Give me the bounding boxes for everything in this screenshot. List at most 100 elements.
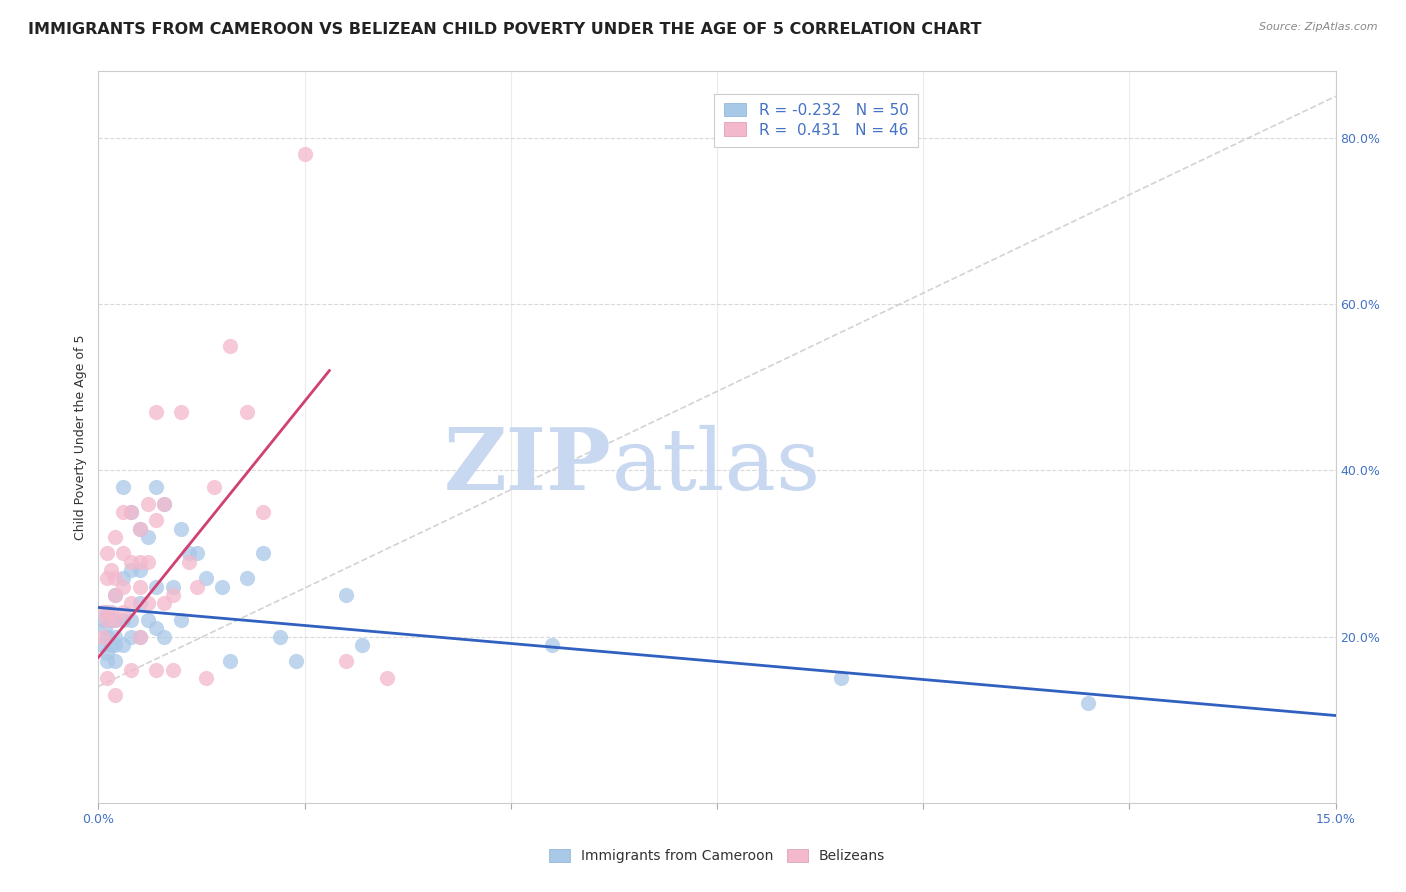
Text: ZIP: ZIP [444,425,612,508]
Point [186,580,208,594]
Point [96,613,118,627]
Point [112,605,135,619]
Point [145,480,167,494]
Point [136,530,159,544]
Point [285,655,308,669]
Point [96,671,118,685]
Point [136,555,159,569]
Point [179,546,201,560]
Point [236,405,259,419]
Point [120,596,142,610]
Point [120,613,142,627]
Point [128,521,150,535]
Point [153,596,176,610]
Point [153,630,176,644]
Point [104,588,127,602]
Point [179,555,201,569]
Point [104,630,127,644]
Point [186,546,208,560]
Point [91,630,114,644]
Point [94,621,117,635]
Point [104,688,127,702]
Point [128,630,150,644]
Point [112,571,135,585]
Point [91,605,114,619]
Point [120,663,142,677]
Point [136,613,159,627]
Point [128,596,150,610]
Point [236,571,259,585]
Point [104,613,127,627]
Point [162,580,184,594]
Point [104,571,127,585]
Point [153,497,176,511]
Point [112,546,135,560]
Point [100,638,122,652]
Point [335,655,357,669]
Point [112,580,135,594]
Point [104,613,127,627]
Point [120,630,142,644]
Point [194,571,217,585]
Point [162,588,184,602]
Point [104,530,127,544]
Point [120,505,142,519]
Point [100,563,122,577]
Point [128,630,150,644]
Point [170,405,193,419]
Point [145,513,167,527]
Text: Source: ZipAtlas.com: Source: ZipAtlas.com [1260,22,1378,32]
Point [375,671,398,685]
Point [128,521,150,535]
Y-axis label: Child Poverty Under the Age of 5: Child Poverty Under the Age of 5 [75,334,87,540]
Legend: Immigrants from Cameroon, Belizeans: Immigrants from Cameroon, Belizeans [543,844,891,869]
Point [136,497,159,511]
Point [269,630,291,644]
Point [219,338,242,352]
Point [91,638,114,652]
Point [100,613,122,627]
Point [202,480,225,494]
Point [145,580,167,594]
Point [91,613,114,627]
Point [145,621,167,635]
Point [170,613,193,627]
Point [170,521,193,535]
Point [120,505,142,519]
Point [120,555,142,569]
Point [252,505,274,519]
Point [1077,696,1099,710]
Point [352,638,374,652]
Point [96,571,118,585]
Point [100,605,122,619]
Text: IMMIGRANTS FROM CAMEROON VS BELIZEAN CHILD POVERTY UNDER THE AGE OF 5 CORRELATIO: IMMIGRANTS FROM CAMEROON VS BELIZEAN CHI… [28,22,981,37]
Point [128,563,150,577]
Point [104,655,127,669]
Text: atlas: atlas [612,425,821,508]
Point [541,638,564,652]
Point [96,546,118,560]
Point [145,663,167,677]
Point [112,505,135,519]
Point [145,405,167,419]
Point [128,555,150,569]
Point [96,605,118,619]
Point [104,588,127,602]
Point [153,497,176,511]
Point [136,596,159,610]
Point [112,638,135,652]
Point [211,580,233,594]
Point [112,480,135,494]
Point [96,646,118,660]
Point [128,580,150,594]
Point [830,671,852,685]
Point [252,546,274,560]
Point [335,588,357,602]
Point [112,613,135,627]
Point [162,663,184,677]
Point [96,630,118,644]
Point [219,655,242,669]
Point [96,655,118,669]
Point [104,638,127,652]
Point [294,147,316,161]
